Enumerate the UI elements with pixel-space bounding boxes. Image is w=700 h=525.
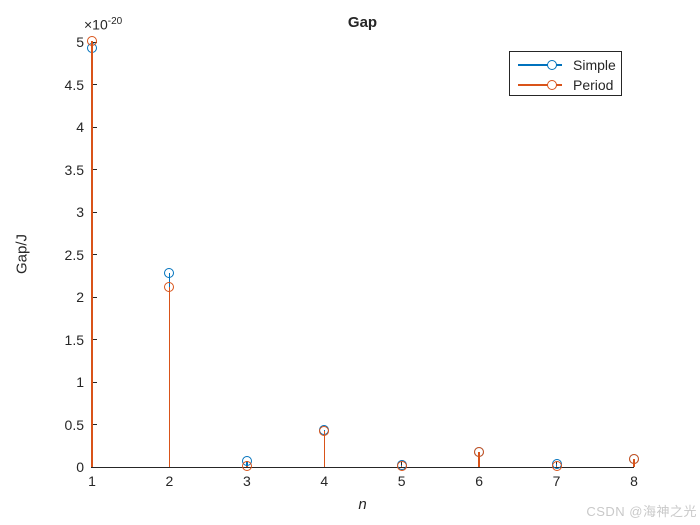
y-tick-mark <box>92 126 97 128</box>
chart-title: Gap <box>347 14 378 31</box>
legend-line-sample <box>518 64 562 66</box>
stem-period <box>168 286 171 467</box>
y-tick-mark <box>92 211 97 213</box>
y-tick-label: 5 <box>76 34 84 50</box>
y-tick-mark <box>92 381 97 383</box>
legend-label: Simple <box>573 57 616 73</box>
marker-period <box>87 36 97 47</box>
y-tick-mark <box>92 84 97 85</box>
legend-circle-icon <box>547 80 557 90</box>
x-tick-label: 6 <box>475 473 484 489</box>
y-tick-mark <box>92 296 97 298</box>
x-tick-label: 5 <box>397 473 406 489</box>
legend-item-period: Period <box>510 75 621 95</box>
y-tick-mark <box>92 424 97 425</box>
watermark-text: CSDN @海神之光 <box>586 504 697 519</box>
x-tick-label: 4 <box>320 473 329 489</box>
plot-area: 0 0.5 1 1.5 2 2.5 3 3.5 4 4.5 5 1 2 3 4 5 6 7 8 <box>65 34 639 489</box>
offset-base: ×10 <box>84 16 108 33</box>
stem-period <box>323 431 326 467</box>
offset-exponent: -20 <box>107 16 123 27</box>
y-tick-label: 0 <box>76 459 84 475</box>
y-tick-mark <box>92 169 97 170</box>
y-tick-mark <box>92 254 97 255</box>
marker-period <box>551 461 562 472</box>
legend-circle-icon <box>547 60 557 70</box>
marker-period <box>396 461 407 472</box>
legend-sample <box>518 75 562 95</box>
y-tick-label: 1 <box>76 374 84 390</box>
marker-period <box>474 446 485 457</box>
legend-sample <box>518 55 562 75</box>
y-tick-label: 4 <box>76 119 84 135</box>
marker-simple <box>164 268 175 279</box>
x-tick-label: 7 <box>552 473 561 489</box>
y-tick-label: 2.5 <box>64 246 84 263</box>
legend-item-simple: Simple <box>510 55 621 75</box>
marker-period <box>241 461 252 472</box>
stem-period <box>478 451 480 467</box>
x-tick-label: 8 <box>630 473 638 489</box>
x-tick-label: 3 <box>242 473 251 489</box>
marker-period <box>164 281 175 292</box>
y-tick-label: 4.5 <box>64 76 84 93</box>
legend-box: Simple Period <box>509 51 622 96</box>
y-axis-offset-label: ×10-20 <box>84 16 122 33</box>
legend-label: Period <box>573 77 614 93</box>
y-axis-label: Gap/J <box>13 233 31 275</box>
y-tick-label: 0.5 <box>64 416 84 433</box>
y-tick-mark <box>92 466 97 468</box>
y-tick-label: 3 <box>76 204 84 220</box>
x-axis-label: n <box>358 496 367 513</box>
marker-period <box>319 426 330 437</box>
stem-period <box>91 41 93 467</box>
x-tick-label: 1 <box>88 473 96 489</box>
x-tick-label: 2 <box>165 473 174 489</box>
y-tick-label: 3.5 <box>64 161 84 178</box>
y-tick-label: 1.5 <box>64 331 84 348</box>
legend-line-sample <box>518 84 562 86</box>
y-tick-label: 2 <box>76 289 84 305</box>
marker-period <box>629 453 639 464</box>
y-tick-mark <box>92 339 97 340</box>
